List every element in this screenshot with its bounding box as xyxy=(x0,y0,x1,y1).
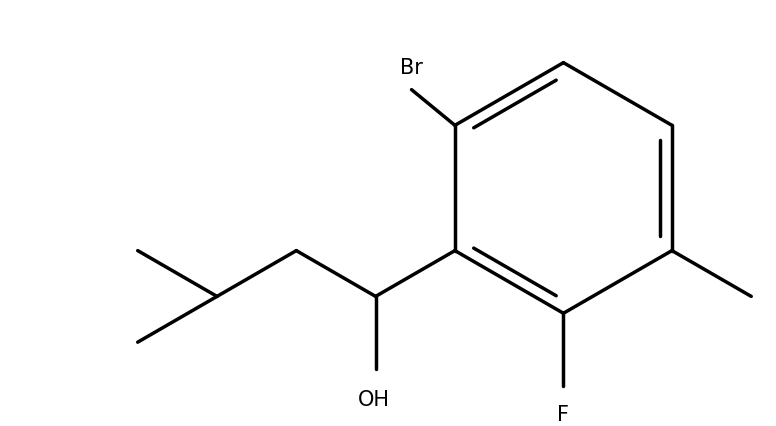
Text: F: F xyxy=(557,405,570,425)
Text: OH: OH xyxy=(358,390,390,410)
Text: Br: Br xyxy=(400,58,423,78)
